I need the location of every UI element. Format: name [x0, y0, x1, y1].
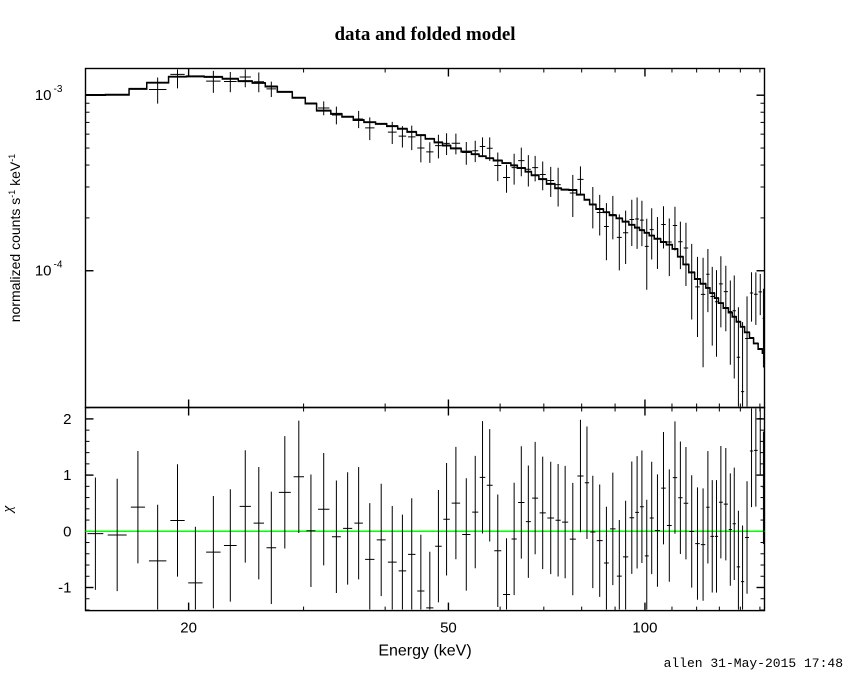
svg-text:10: 10	[35, 87, 52, 104]
svg-text:-3: -3	[54, 84, 63, 95]
svg-text:1: 1	[63, 467, 71, 484]
svg-text:normalized counts s-1 keV-1: normalized counts s-1 keV-1	[7, 154, 23, 323]
svg-text:100: 100	[632, 620, 657, 637]
svg-text:2: 2	[63, 411, 71, 428]
svg-text:10: 10	[35, 263, 52, 280]
svg-text:χ: χ	[0, 505, 16, 514]
svg-text:allen 31-May-2015 17:48: allen 31-May-2015 17:48	[664, 656, 843, 671]
svg-text:20: 20	[180, 620, 197, 637]
svg-text:data and folded model: data and folded model	[334, 24, 515, 45]
svg-text:50: 50	[440, 620, 457, 637]
svg-text:-4: -4	[54, 260, 63, 271]
svg-text:-1: -1	[58, 580, 71, 597]
svg-text:Energy (keV): Energy (keV)	[378, 643, 471, 660]
svg-text:0: 0	[63, 523, 71, 540]
